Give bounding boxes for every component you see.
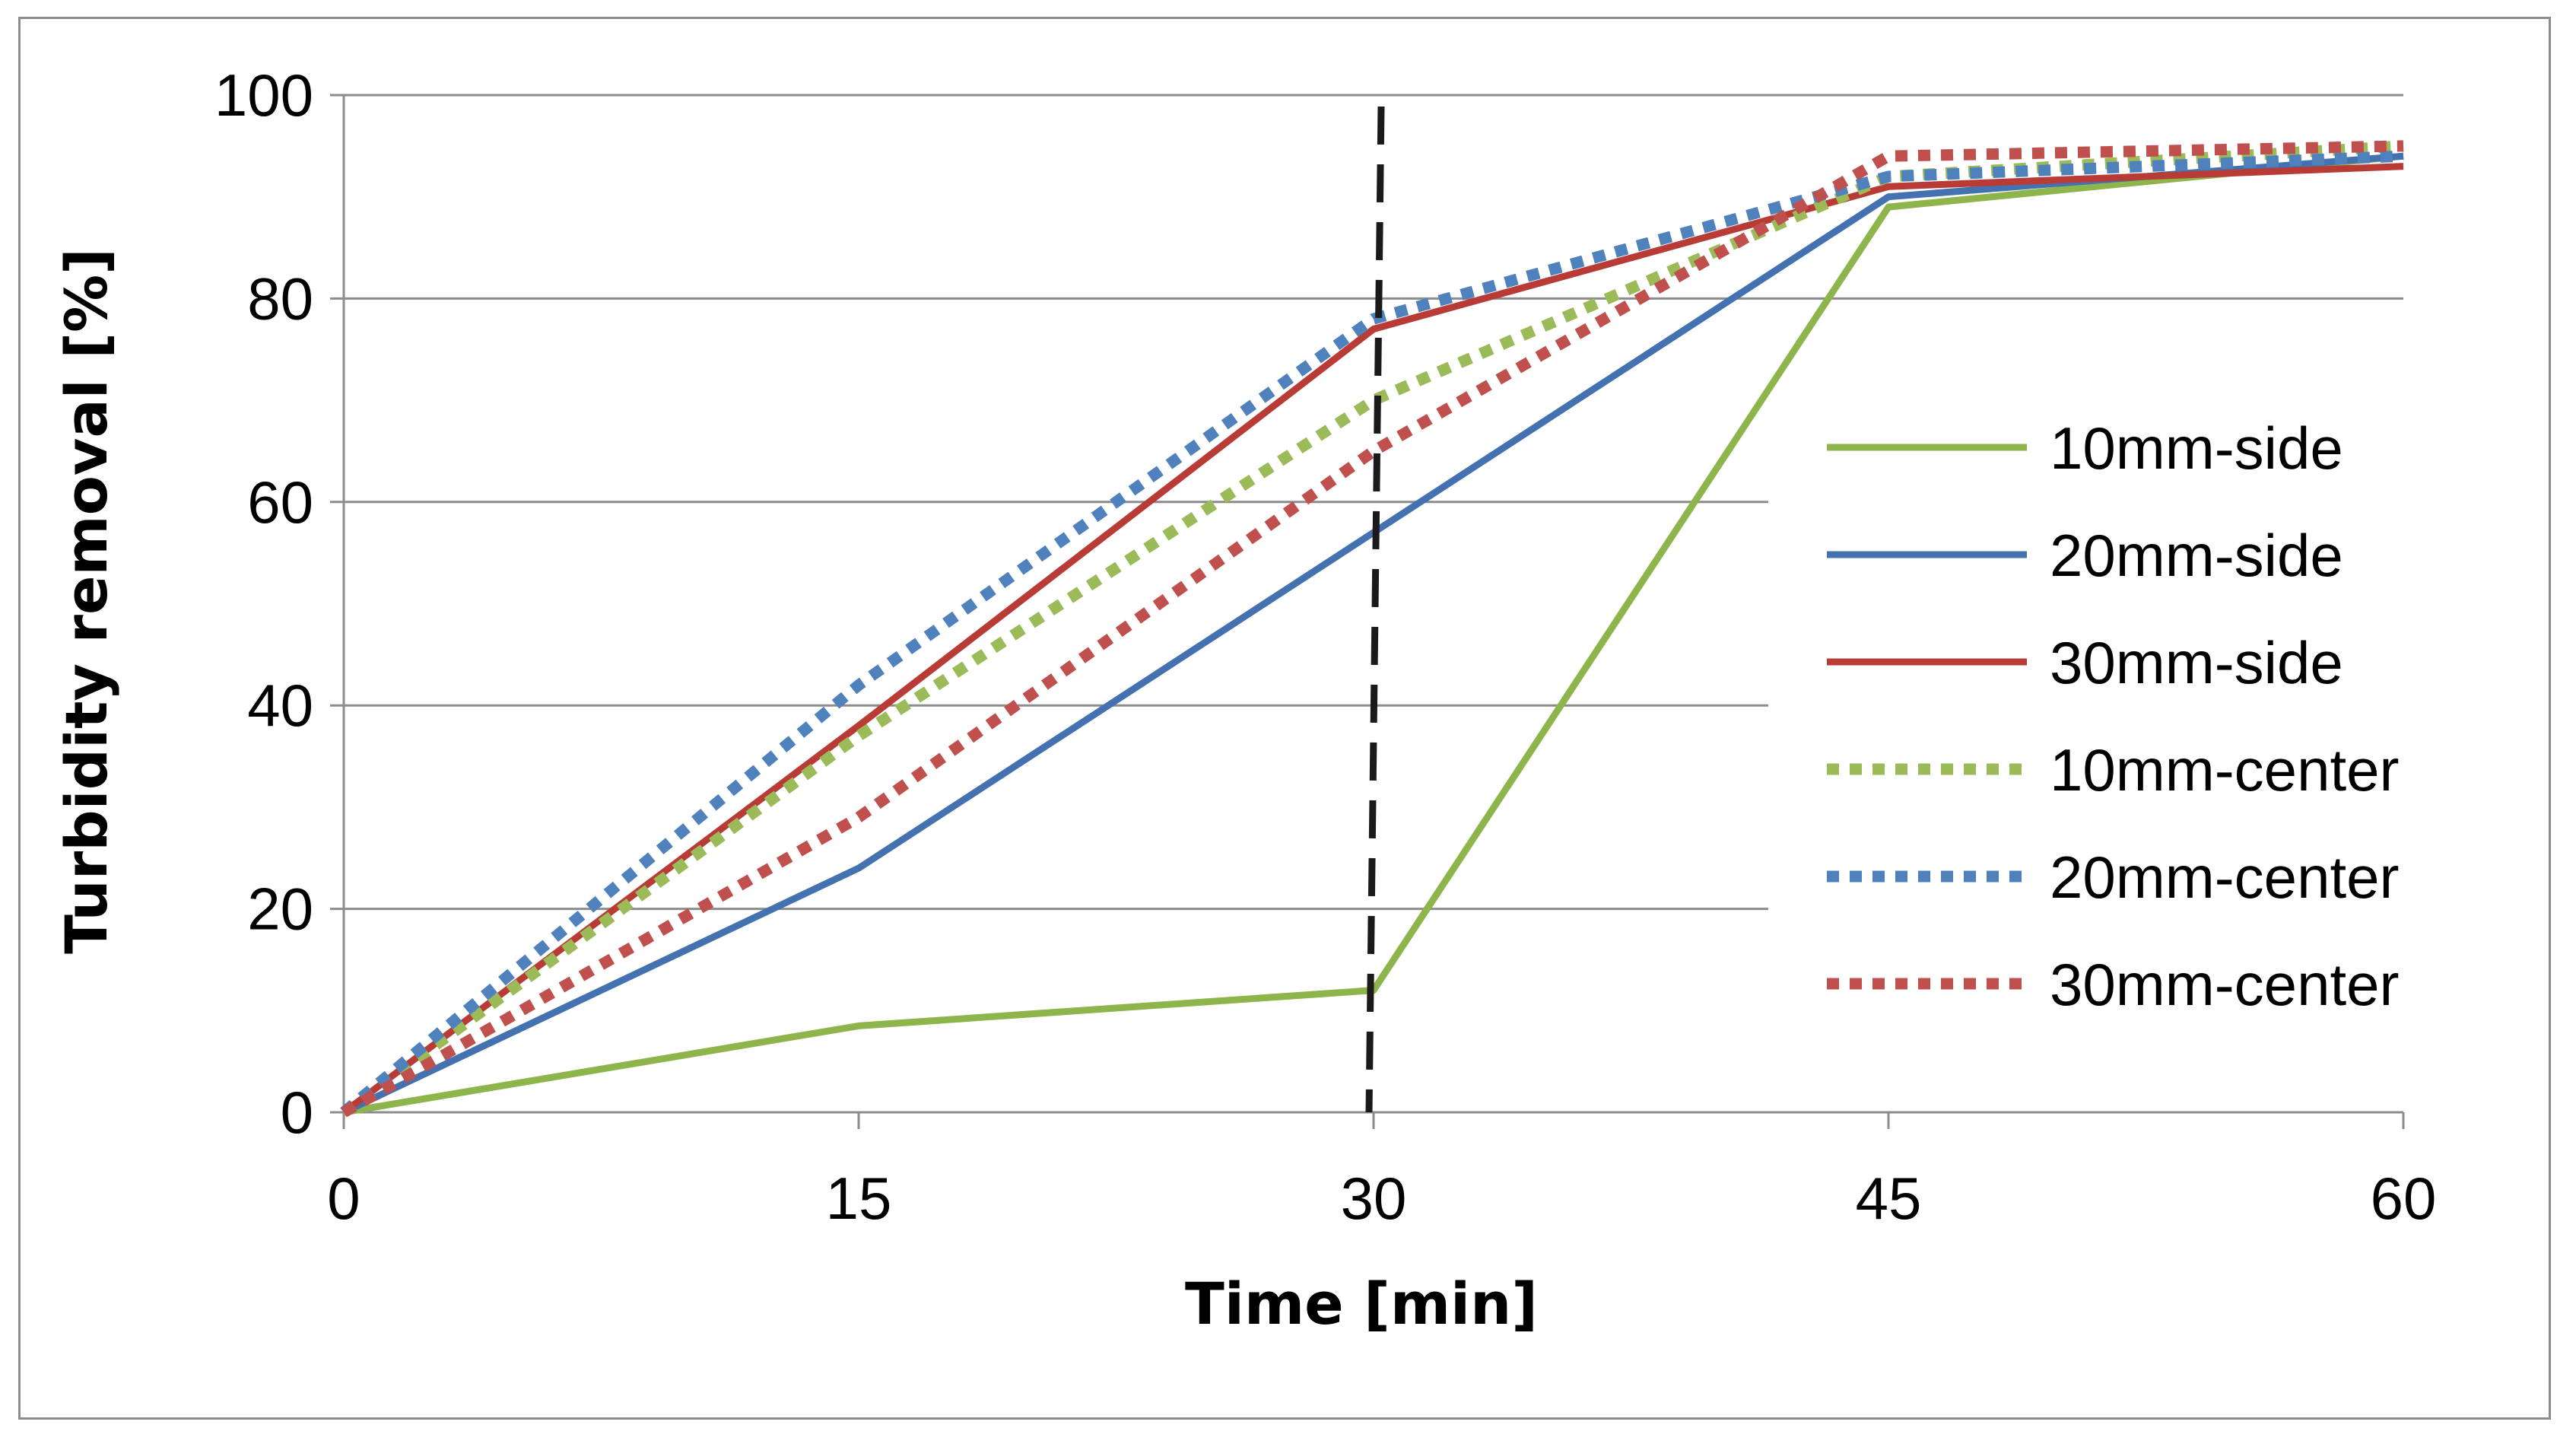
x-tick-label-45: 45 xyxy=(1856,1165,1922,1232)
x-tick-label-60: 60 xyxy=(2371,1165,2437,1232)
x-tick-label-15: 15 xyxy=(826,1165,892,1232)
legend-label-30mm-side: 30mm-side xyxy=(2050,629,2343,696)
y-tick-label-0: 0 xyxy=(281,1079,313,1146)
y-tick-label-20: 20 xyxy=(247,876,313,943)
x-tick-label-30: 30 xyxy=(1341,1165,1407,1232)
legend: 10mm-side 20mm-side 30mm-side 10mm-center 20… xyxy=(1799,396,2514,1019)
reference-line-x-30 xyxy=(1365,106,1385,1113)
legend-label-30mm-center: 30mm-center xyxy=(2050,951,2399,1018)
legend-background xyxy=(1799,396,2514,1019)
x-tick-label-0: 0 xyxy=(327,1165,360,1232)
y-tick-label-60: 60 xyxy=(247,469,313,536)
series-line-20mm-center xyxy=(340,150,2404,1117)
y-tick-label-100: 100 xyxy=(214,62,313,129)
y-tick-label-80: 80 xyxy=(247,265,313,332)
y-axis-title: Turbidity removal [%] xyxy=(52,248,120,954)
legend-label-20mm-center: 20mm-center xyxy=(2050,844,2399,911)
legend-label-10mm-center: 10mm-center xyxy=(2050,736,2399,803)
legend-label-20mm-side: 20mm-side xyxy=(2050,522,2343,589)
axis-labels: Time [min] Turbidity removal [%] xyxy=(52,248,1538,1337)
series-line-30mm-side xyxy=(341,163,2404,1115)
y-tick-label-40: 40 xyxy=(247,672,313,739)
gridlines xyxy=(344,94,2403,911)
axes: 0 20 40 60 80 100 0 15 30 45 60 xyxy=(214,62,2437,1232)
series-line-30mm-center xyxy=(341,140,2404,1118)
x-axis-title: Time [min] xyxy=(1185,1270,1538,1337)
reference-line-layer xyxy=(1365,106,1385,1113)
legend-label-10mm-side: 10mm-side xyxy=(2050,415,2343,482)
series-lines xyxy=(340,140,2404,1118)
series-line-10mm-center xyxy=(340,140,2404,1118)
